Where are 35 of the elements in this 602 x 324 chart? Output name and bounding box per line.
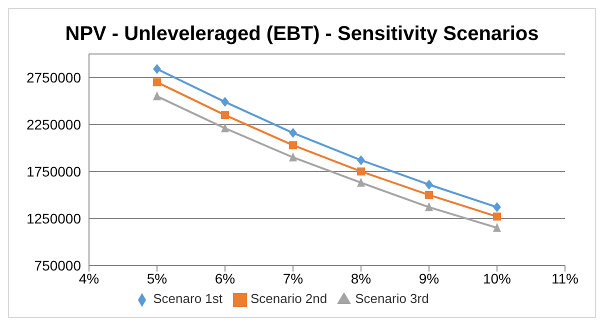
x-tick-label: 5% — [146, 270, 168, 286]
point — [425, 190, 433, 199]
chart-title: NPV - Unleveleraged (EBT) - Sensitivity Scenarios — [64, 23, 540, 46]
point — [357, 178, 365, 187]
point — [221, 111, 229, 120]
legend-label: Scenario 3rd — [355, 291, 429, 306]
y-tick-label: 2750000 — [26, 69, 82, 86]
point — [493, 202, 501, 212]
x-tick-label: 10% — [482, 270, 512, 286]
legend-label: Scenario 2nd — [250, 291, 328, 306]
legend-label: Scenaro 1st — [153, 291, 223, 306]
y-tick-label: 750000 — [34, 257, 82, 274]
point — [221, 96, 229, 107]
x-tick-label: 11% — [552, 270, 578, 286]
x-tick-label: 7% — [282, 270, 304, 286]
point — [493, 212, 501, 221]
y-tick-label: 2250000 — [26, 116, 82, 132]
point — [153, 78, 161, 86]
point — [221, 123, 229, 132]
point — [153, 64, 161, 74]
x-tick-label: 9% — [418, 270, 440, 286]
x-tick-label: 8% — [350, 270, 372, 286]
point — [289, 128, 297, 138]
point — [425, 180, 433, 190]
point — [425, 202, 433, 212]
point — [289, 141, 297, 150]
point — [357, 155, 365, 166]
y-tick-label: 1250000 — [26, 210, 82, 226]
point — [289, 152, 297, 162]
x-tick-label: 4% — [78, 270, 100, 286]
y-tick-label: 1750000 — [26, 163, 82, 180]
point — [493, 222, 501, 232]
x-tick-label: 6% — [214, 270, 236, 286]
point — [357, 167, 365, 176]
point — [153, 91, 161, 100]
